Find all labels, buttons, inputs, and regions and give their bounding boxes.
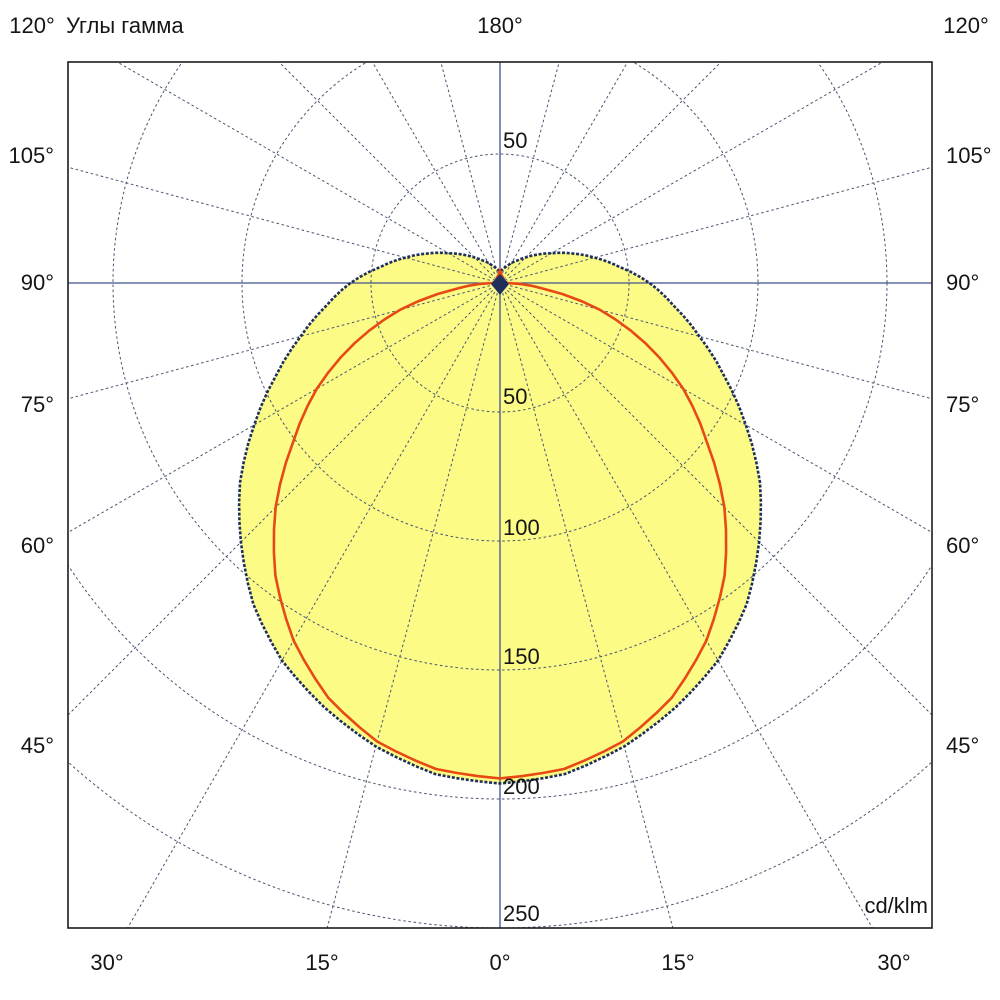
c0-c180-curve [237, 251, 763, 785]
gamma-ray [68, 166, 501, 284]
gamma-ray [278, 62, 501, 284]
radial-tick-label: 200 [503, 774, 540, 799]
radial-tick-label: 100 [503, 515, 540, 540]
gamma-ray [371, 62, 501, 284]
gamma-ray [499, 62, 722, 284]
gamma-angle-label-left: 105° [8, 143, 54, 168]
gamma-angle-label-right: 90° [946, 270, 979, 295]
gamma-ray [326, 282, 501, 928]
gamma-angle-label-left: 45° [21, 733, 54, 758]
gamma-120-label-right: 120° [943, 13, 989, 38]
gamma-angle-label-left: 90° [21, 270, 54, 295]
gamma-180-label: 180° [477, 13, 523, 38]
gamma-angle-label-right: 60° [946, 533, 979, 558]
gamma-ray [116, 62, 501, 284]
gamma-ray [499, 282, 674, 928]
gamma-angle-label-bottom: 30° [90, 950, 123, 975]
gamma-angle-label-bottom: 15° [305, 950, 338, 975]
chart-title: Углы гамма [66, 13, 184, 38]
gamma-120-label-left: 120° [9, 13, 55, 38]
gamma-ray [499, 62, 884, 284]
gamma-angle-label-bottom: 15° [661, 950, 694, 975]
gamma-angle-label-bottom: 30° [877, 950, 910, 975]
radial-tick-label: 50 [503, 384, 527, 409]
gamma-ray [499, 166, 932, 284]
gamma-angle-label-right: 105° [946, 143, 992, 168]
gamma-angle-label-right: 45° [946, 733, 979, 758]
center-marker-diamond [491, 274, 509, 295]
radial-tick-label: 250 [503, 901, 540, 926]
gamma-angle-label-bottom: 0° [489, 950, 510, 975]
gamma-angle-label-right: 75° [946, 392, 979, 417]
gamma-ray [499, 62, 629, 284]
gamma-ray [499, 62, 560, 284]
gamma-angle-label-left: 60° [21, 533, 54, 558]
gamma-angle-label-left: 75° [21, 392, 54, 417]
radial-tick-label: 50 [503, 128, 527, 153]
plot-border [67, 61, 933, 929]
gamma-ray [440, 62, 501, 284]
c90-c270-curve [272, 281, 728, 780]
radial-tick-label: 150 [503, 644, 540, 669]
unit-label: cd/klm [864, 893, 928, 918]
